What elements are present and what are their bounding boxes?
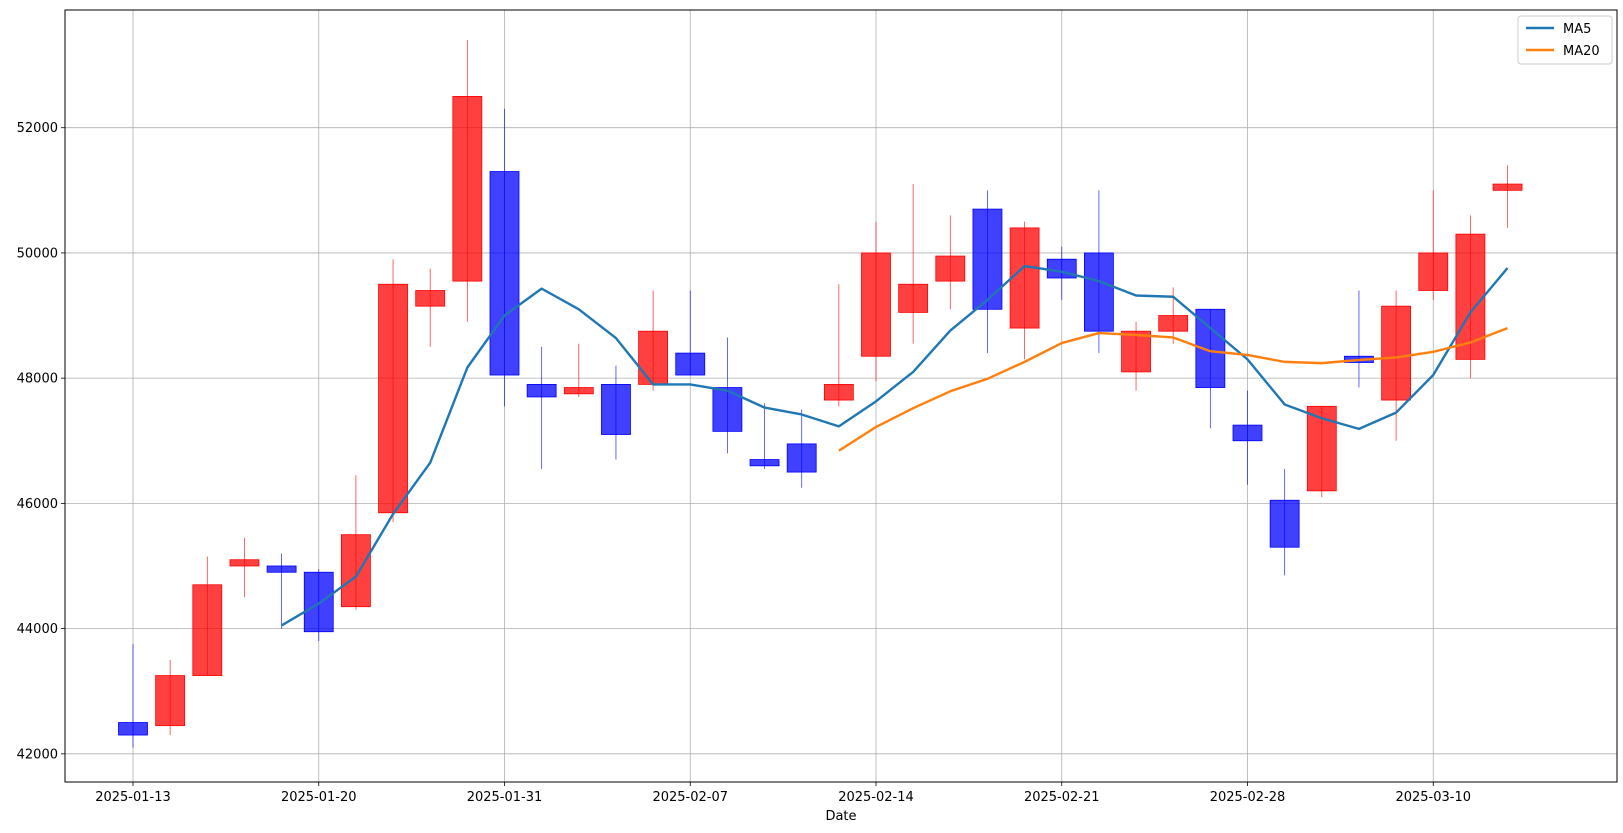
candle-body (972, 208, 1003, 310)
candle-body (1232, 424, 1263, 442)
legend-label-ma20: MA20 (1563, 44, 1600, 59)
moving-average-lines (280, 264, 1509, 627)
x-tick-label: 2025-01-31 (467, 790, 543, 805)
x-tick-label: 2025-02-21 (1024, 790, 1100, 805)
candle-body (823, 384, 854, 401)
candle-body (786, 443, 817, 473)
candle-body (675, 352, 706, 376)
candle-body (192, 584, 223, 676)
plot-frame (64, 9, 1618, 783)
candle-body (229, 559, 260, 567)
candle-body (1269, 499, 1300, 548)
candle-body (638, 330, 668, 385)
series-line-ma20 (838, 326, 1508, 452)
candle-body (1158, 315, 1189, 332)
y-axis-ticks: 42000 44000 46000 48000 50000 52000 (17, 121, 65, 762)
candle-body (452, 96, 483, 282)
candle-body (340, 534, 371, 608)
y-tick-label: 42000 (17, 747, 58, 762)
x-tick-label: 2025-01-20 (281, 790, 357, 805)
candle-body (118, 722, 148, 736)
candle-body (1455, 233, 1486, 360)
candle-body (489, 171, 520, 376)
candle-body (526, 384, 557, 398)
candle-body (563, 387, 594, 395)
legend: MA5 MA20 (1517, 15, 1613, 65)
x-tick-label: 2025-03-10 (1395, 790, 1471, 805)
y-tick-label: 48000 (17, 372, 58, 387)
legend-label-ma5: MA5 (1563, 22, 1591, 37)
candle-body (266, 565, 297, 573)
candle-body (749, 459, 780, 467)
candle-body (1084, 252, 1114, 332)
y-tick-label: 50000 (17, 246, 58, 261)
candle-body (1009, 227, 1040, 329)
candle-body (378, 283, 408, 514)
x-tick-label: 2025-02-14 (838, 790, 914, 805)
candle-body (601, 384, 631, 435)
candle-body (1492, 183, 1523, 191)
candle-body (898, 283, 929, 313)
candle-body (861, 252, 891, 357)
y-tick-label: 52000 (17, 121, 58, 136)
y-tick-label: 46000 (17, 497, 58, 512)
x-tick-label: 2025-02-07 (652, 790, 728, 805)
x-axis-label: Date (825, 809, 856, 824)
candle-body (1121, 330, 1151, 373)
x-tick-label: 2025-02-28 (1210, 790, 1286, 805)
series-line-ma5 (280, 264, 1509, 627)
candle-body (303, 571, 334, 633)
x-axis-ticks: 2025-01-13 2025-01-20 2025-01-31 2025-02-07… (95, 782, 1471, 805)
candle-body (935, 255, 966, 282)
candle-body (1418, 252, 1449, 291)
candle-body (1381, 305, 1411, 401)
y-tick-label: 44000 (17, 622, 58, 637)
candles (118, 40, 1523, 748)
x-tick-label: 2025-01-13 (95, 790, 171, 805)
candle-body (155, 675, 186, 727)
candle-body (415, 290, 446, 307)
